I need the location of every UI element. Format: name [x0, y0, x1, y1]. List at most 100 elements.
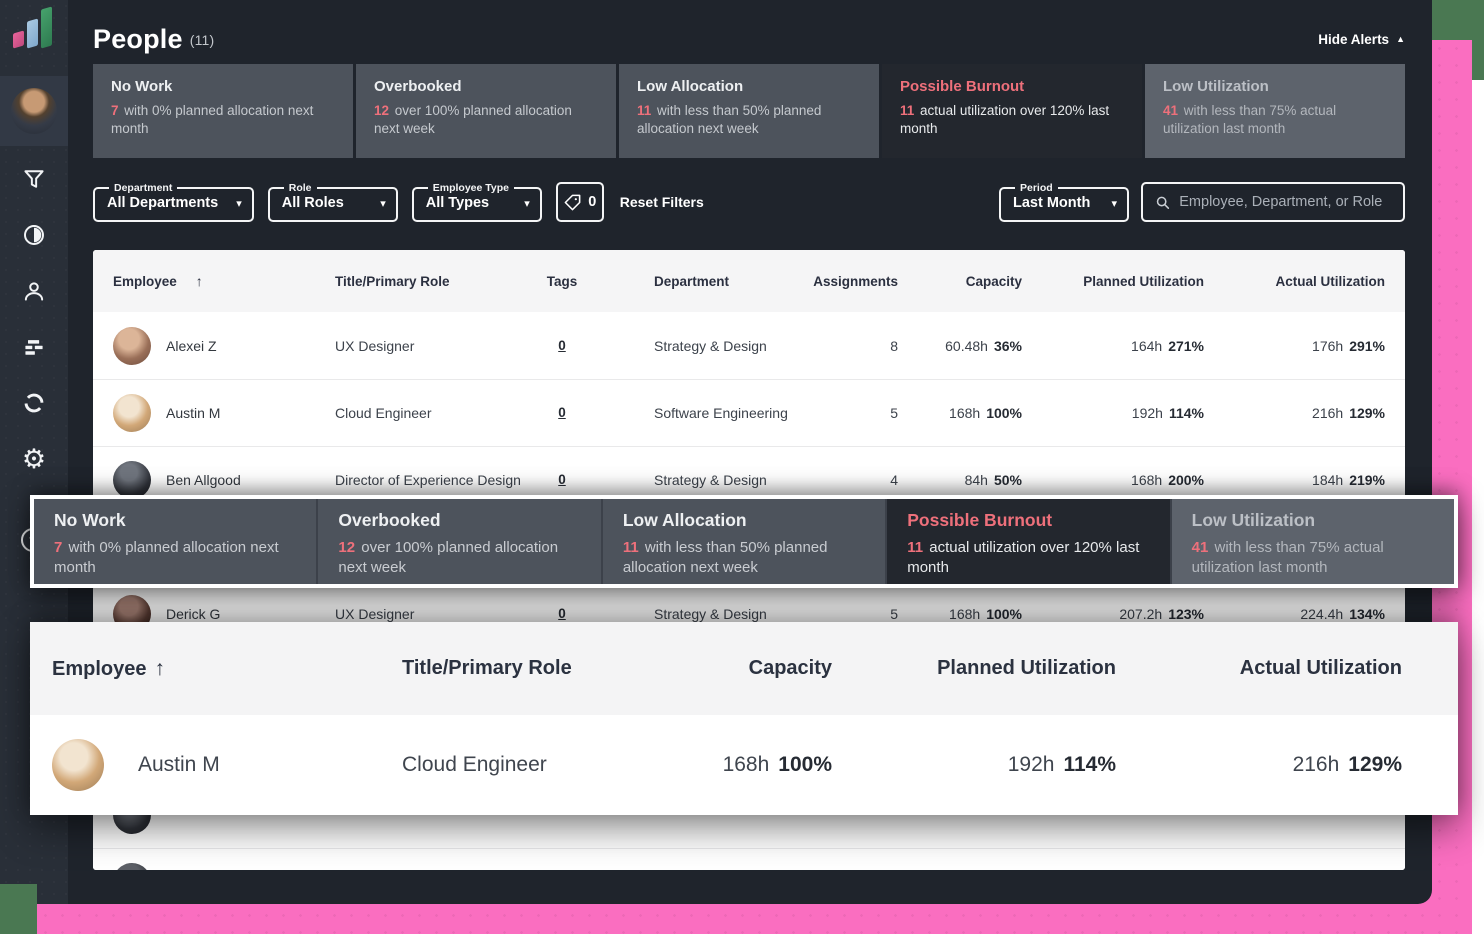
- period-filter-value: Last Month: [1013, 195, 1091, 211]
- employee-role: UX Designer: [335, 606, 415, 622]
- backdrop-green-square-bottom-left: [0, 884, 37, 934]
- planned-percent: 271%: [1168, 337, 1204, 354]
- alert-description: 41 with less than 75% actual utilization…: [1163, 102, 1387, 138]
- table-row[interactable]: Austin M Cloud Engineer 0 Software Engin…: [93, 379, 1405, 446]
- tag-icon: [564, 194, 581, 210]
- employee-name[interactable]: Alexei Z: [166, 337, 217, 354]
- hide-alerts-button[interactable]: Hide Alerts ▲: [1318, 32, 1405, 47]
- planned-hours: 192h: [1007, 753, 1055, 776]
- planned-percent: 114%: [1168, 405, 1204, 421]
- alert-title: No Work: [111, 78, 173, 95]
- capacity-cell: 168h 100%: [912, 405, 1030, 421]
- sort-ascending-icon: ↑: [154, 656, 165, 680]
- alert-card-overbooked[interactable]: Overbooked 12 over 100% planned allocati…: [356, 64, 616, 158]
- filter-funnel-icon[interactable]: [21, 166, 47, 192]
- donut-icon[interactable]: [21, 390, 47, 416]
- alert-text: with 0% planned allocation next month: [111, 103, 314, 136]
- column-header-department[interactable]: Department: [654, 273, 730, 289]
- magnified-alerts-callout: No Work 7 with 0% planned allocation nex…: [30, 495, 1458, 588]
- capacity-hours: 84h: [964, 472, 988, 488]
- employee-name[interactable]: Derick G: [166, 606, 221, 622]
- alert-card-no-work[interactable]: No Work 7 with 0% planned allocation nex…: [34, 499, 319, 584]
- alert-card-overbooked[interactable]: Overbooked 12 over 100% planned allocati…: [318, 499, 603, 584]
- employee-name[interactable]: Austin M: [166, 405, 221, 421]
- tags-link[interactable]: 0: [558, 472, 566, 487]
- tags-link[interactable]: 0: [558, 405, 566, 420]
- alert-card-possible-burnout[interactable]: Possible Burnout 11 actual utilization o…: [882, 64, 1142, 158]
- assignments-count: 5: [890, 405, 898, 421]
- role-filter[interactable]: Role All Roles ▾: [267, 182, 398, 222]
- employee-name[interactable]: Ben Allgood: [166, 472, 241, 488]
- actual-percent: 134%: [1349, 606, 1385, 622]
- department-filter[interactable]: Department All Departments ▾: [93, 182, 254, 222]
- employee-department: Strategy & Design: [654, 472, 767, 488]
- actual-percent: 291%: [1349, 337, 1385, 354]
- alert-count: 7: [111, 103, 119, 118]
- alert-card-low-allocation[interactable]: Low Allocation 11 with less than 50% pla…: [602, 499, 888, 584]
- actual-percent: 129%: [1348, 753, 1402, 776]
- sidebar-user-panel[interactable]: [0, 76, 68, 146]
- hide-alerts-label: Hide Alerts: [1318, 31, 1390, 47]
- alert-count: 7: [54, 539, 63, 556]
- department-filter-value: All Departments: [107, 195, 219, 211]
- tags-link[interactable]: 0: [558, 606, 566, 621]
- table-row[interactable]: Alexei Z UX Designer 0 Strategy & Design…: [93, 312, 1405, 379]
- capacity-cell: 168h 100%: [912, 606, 1030, 622]
- capacity-cell: 84h 50%: [912, 472, 1030, 488]
- magnified-table-header: Employee ↑ Title/Primary Role Capacity Pl…: [30, 622, 1458, 715]
- table-row[interactable]: [93, 848, 1405, 870]
- employee-role: Cloud Engineer: [335, 405, 432, 421]
- alert-card-low-allocation[interactable]: Low Allocation 11 with less than 50% pla…: [619, 64, 879, 158]
- contrast-icon[interactable]: [21, 222, 47, 248]
- planner-bars-icon[interactable]: [21, 334, 47, 360]
- actual-hours: 216h: [1292, 753, 1340, 776]
- people-count: (11): [189, 31, 215, 48]
- alert-card-low-utilization[interactable]: Low Utilization 41 with less than 75% ac…: [1145, 64, 1405, 158]
- person-icon[interactable]: [21, 278, 47, 304]
- column-header-tags[interactable]: Tags: [546, 273, 578, 289]
- user-avatar[interactable]: [11, 88, 57, 134]
- column-header-title: Title/Primary Role: [402, 657, 572, 679]
- tag-filter-button[interactable]: 0: [555, 182, 604, 222]
- actual-percent: 219%: [1349, 472, 1385, 488]
- column-header-capacity: Capacity: [748, 657, 832, 679]
- column-header-capacity[interactable]: Capacity: [965, 273, 1022, 289]
- alert-title: Low Allocation: [637, 78, 744, 95]
- avatar: [113, 326, 151, 365]
- employee-department: Strategy & Design: [654, 606, 767, 622]
- chevron-down-icon: ▾: [524, 197, 530, 210]
- avatar: [113, 394, 151, 432]
- search-input[interactable]: [1179, 194, 1391, 210]
- table-header-row: Employee ↑ Title/Primary Role Tags Depart…: [93, 250, 1405, 312]
- reset-filters-button[interactable]: Reset Filters: [619, 194, 704, 210]
- actual-hours: 224.4h: [1300, 606, 1344, 622]
- logo-bar-green: [41, 6, 52, 49]
- alert-card-possible-burnout[interactable]: Possible Burnout 11 actual utilization o…: [887, 499, 1172, 584]
- employee-role: Cloud Engineer: [402, 753, 547, 776]
- employee-role: UX Designer: [335, 337, 415, 354]
- capacity-percent: 36%: [993, 337, 1022, 354]
- tags-link[interactable]: 0: [558, 337, 566, 353]
- alert-card-low-utilization[interactable]: Low Utilization 41 with less than 75% ac…: [1171, 499, 1455, 584]
- search-icon: [1156, 196, 1170, 209]
- alert-count: 12: [338, 539, 356, 556]
- alert-title: Possible Burnout: [907, 510, 1053, 530]
- search-box[interactable]: [1141, 182, 1405, 222]
- capacity-cell: 168h 100%: [682, 753, 852, 777]
- column-header-planned-utilization[interactable]: Planned Utilization: [1083, 273, 1204, 289]
- column-header-employee[interactable]: Employee ↑: [113, 273, 203, 289]
- alert-card-no-work[interactable]: No Work 7 with 0% planned allocation nex…: [93, 64, 353, 158]
- employee-type-filter[interactable]: Employee Type All Types ▾: [411, 182, 542, 222]
- column-header-title[interactable]: Title/Primary Role: [335, 273, 450, 289]
- caret-up-icon: ▲: [1396, 34, 1405, 44]
- employee-department: Software Engineering: [654, 405, 788, 421]
- actual-hours: 176h: [1312, 337, 1344, 354]
- column-header-actual-utilization[interactable]: Actual Utilization: [1275, 273, 1385, 289]
- alert-count: 11: [907, 539, 924, 556]
- gear-icon[interactable]: ⚙: [21, 444, 47, 474]
- chevron-down-icon: ▾: [380, 197, 386, 210]
- actual-hours: 184h: [1312, 472, 1344, 488]
- app-logo[interactable]: [0, 0, 68, 68]
- period-filter[interactable]: Period Last Month ▾: [999, 182, 1129, 222]
- column-header-assignments[interactable]: Assignments: [813, 273, 898, 289]
